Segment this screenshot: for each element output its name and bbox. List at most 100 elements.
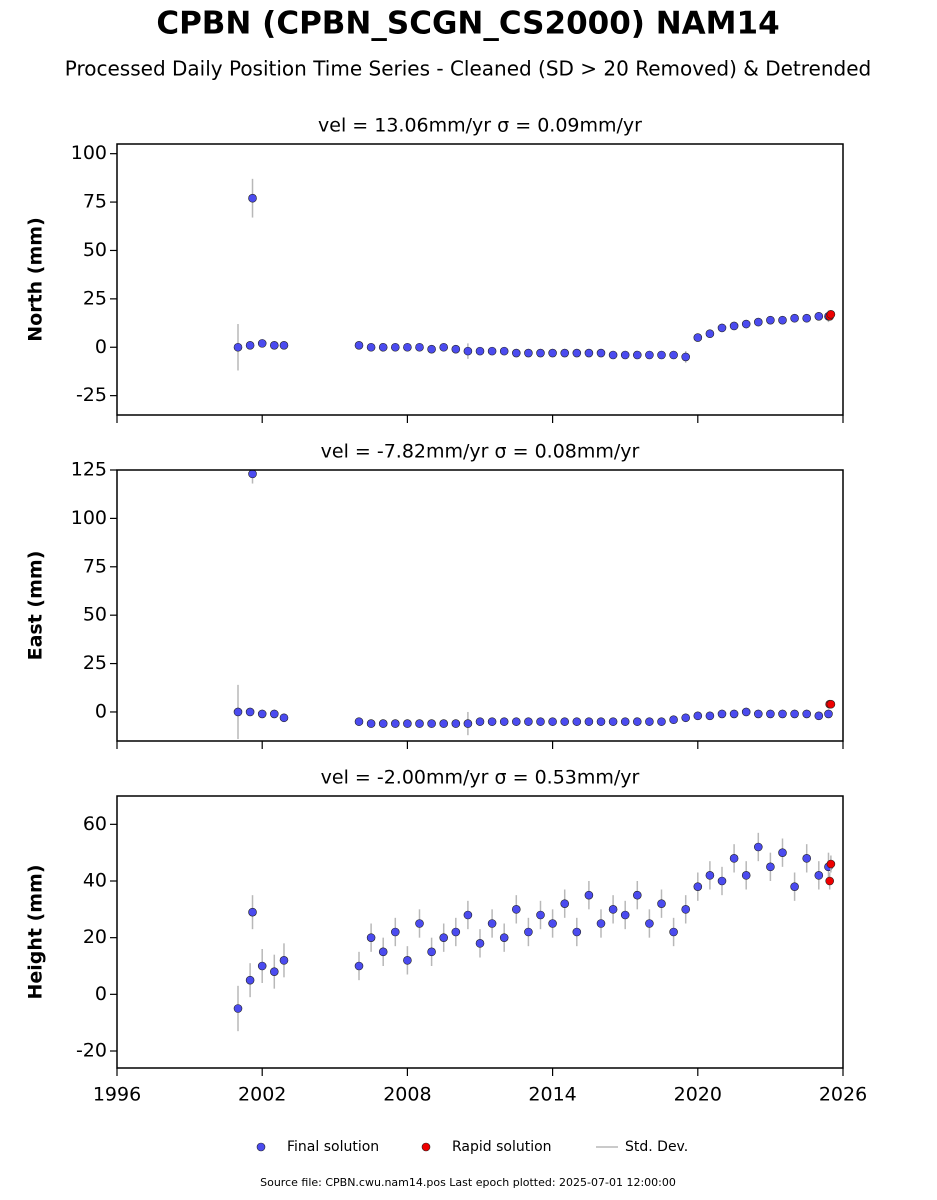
- data-point: [451, 719, 461, 728]
- data-point: [560, 717, 570, 726]
- y-tick-label: 40: [83, 870, 107, 892]
- data-point: [620, 350, 630, 360]
- data-point: [245, 975, 255, 985]
- data-point: [693, 711, 703, 721]
- data-point: [778, 709, 787, 719]
- data-point: [608, 717, 618, 726]
- data-point: [390, 927, 400, 937]
- data-point: [693, 882, 703, 891]
- data-point: [269, 967, 279, 976]
- data-point: [560, 899, 570, 908]
- plot-area: [233, 178, 836, 371]
- data-point: [717, 876, 727, 886]
- data-point: [548, 919, 557, 928]
- data-point: [366, 342, 376, 352]
- data-point: [257, 339, 267, 348]
- data-point: [632, 717, 642, 726]
- data-point: [548, 717, 557, 726]
- legend-marker: [256, 1142, 266, 1152]
- figure-subtitle: Processed Daily Position Time Series - C…: [65, 57, 871, 81]
- data-point: [427, 947, 436, 957]
- data-point: [524, 927, 533, 937]
- data-point: [536, 717, 545, 726]
- data-point: [608, 350, 618, 360]
- data-point: [536, 910, 545, 920]
- data-point: [657, 899, 666, 908]
- data-point: [269, 341, 279, 350]
- figure-title: CPBN (CPBN_SCGN_CS2000) NAM14: [156, 6, 779, 42]
- data-point: [354, 341, 364, 350]
- x-tick-label: 2002: [238, 1084, 286, 1106]
- data-point: [511, 905, 521, 914]
- data-point: [741, 319, 751, 329]
- data-point: [233, 1004, 243, 1013]
- data-point: [766, 709, 775, 719]
- data-point: [790, 882, 799, 891]
- data-point: [572, 717, 582, 726]
- y-tick-label: 20: [83, 926, 107, 948]
- data-point: [475, 717, 485, 726]
- y-axis-label: Height (mm): [25, 864, 47, 999]
- data-point: [390, 719, 400, 728]
- data-point: [378, 342, 388, 352]
- data-point: [560, 348, 570, 358]
- data-point: [354, 961, 364, 971]
- x-tick-label: 2014: [528, 1084, 576, 1106]
- data-point: [802, 854, 812, 863]
- chart-title: vel = -7.82mm/yr σ = 0.08mm/yr: [321, 441, 640, 463]
- y-tick-label: 125: [71, 459, 107, 481]
- data-point: [279, 713, 289, 723]
- y-tick-label: 25: [83, 652, 107, 674]
- data-point: [632, 350, 642, 360]
- data-point: [378, 719, 388, 728]
- data-point: [439, 342, 449, 352]
- data-point: [279, 341, 289, 350]
- y-tick-label: 75: [83, 191, 107, 213]
- data-point: [245, 707, 255, 717]
- data-point: [354, 717, 364, 726]
- data-point: [717, 323, 727, 333]
- data-point: [366, 719, 376, 728]
- y-tick-label: 100: [71, 142, 107, 164]
- data-point: [826, 699, 836, 709]
- data-point: [596, 717, 606, 726]
- data-point: [741, 707, 751, 717]
- data-point: [729, 321, 739, 331]
- data-point: [814, 711, 824, 721]
- y-tick-label: 60: [83, 813, 107, 835]
- data-point: [681, 713, 691, 723]
- data-point: [548, 348, 557, 358]
- data-point: [657, 717, 666, 726]
- data-point: [826, 859, 836, 869]
- data-point: [645, 919, 654, 928]
- axes-frame: [116, 143, 844, 416]
- data-point: [766, 315, 775, 325]
- source-note: Source file: CPBN.cwu.nam14.pos Last epo…: [260, 1176, 676, 1189]
- data-point: [463, 910, 473, 920]
- data-point: [802, 709, 812, 719]
- data-point: [257, 961, 267, 971]
- data-point: [475, 939, 485, 948]
- data-point: [524, 348, 533, 358]
- data-point: [729, 854, 739, 863]
- legend-label: Rapid solution: [452, 1139, 552, 1155]
- y-tick-label: 0: [95, 983, 107, 1005]
- data-point: [632, 890, 642, 900]
- data-point: [245, 341, 255, 350]
- data-point: [645, 717, 654, 726]
- data-point: [475, 346, 485, 356]
- data-point: [693, 333, 703, 342]
- data-point: [415, 342, 424, 352]
- chart-title: vel = -2.00mm/yr σ = 0.53mm/yr: [321, 767, 640, 789]
- data-point: [439, 719, 449, 728]
- data-point: [403, 956, 412, 965]
- y-tick-label: 0: [95, 700, 107, 722]
- data-point: [451, 927, 461, 937]
- data-point: [415, 719, 424, 728]
- data-point: [248, 193, 257, 203]
- axes-frame: [116, 469, 844, 742]
- data-point: [499, 346, 509, 356]
- y-tick-label: 25: [83, 287, 107, 309]
- data-point: [669, 927, 678, 937]
